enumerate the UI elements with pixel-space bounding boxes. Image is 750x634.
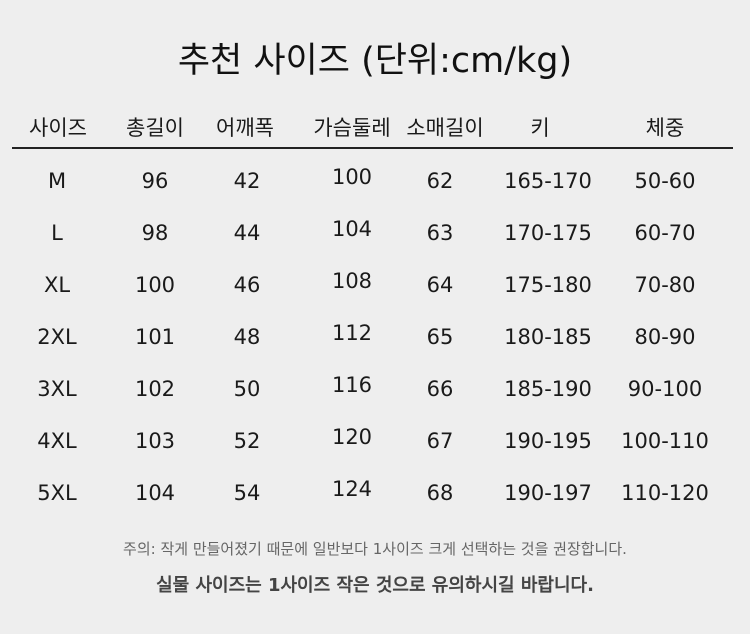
cell-total-length: 96 (141, 169, 169, 193)
header-chest: 가슴둘레 (313, 116, 391, 140)
cell-total-length: 100 (134, 273, 176, 297)
cell-height: 170-175 (504, 221, 592, 245)
cell-weight: 100-110 (621, 429, 709, 453)
table-row: XL 100 46 108 64 175-180 70-80 (0, 269, 750, 322)
cell-sleeve: 63 (426, 221, 454, 245)
cell-chest: 112 (331, 321, 373, 345)
cell-shoulder: 42 (233, 169, 261, 193)
cell-total-length: 103 (134, 429, 176, 453)
cell-size: L (51, 221, 63, 245)
cell-shoulder: 52 (233, 429, 261, 453)
cell-sleeve: 65 (426, 325, 454, 349)
cell-total-length: 102 (134, 377, 176, 401)
cell-weight: 90-100 (627, 377, 703, 401)
header-total-length: 총길이 (126, 116, 184, 140)
cell-total-length: 98 (141, 221, 169, 245)
cell-chest: 120 (331, 425, 373, 449)
cell-shoulder: 46 (233, 273, 261, 297)
cell-size: 3XL (37, 377, 77, 401)
cell-chest: 100 (331, 165, 373, 189)
cell-chest: 104 (331, 217, 373, 241)
cell-shoulder: 54 (233, 481, 261, 505)
note-actual-size: 실물 사이즈는 1사이즈 작은 것으로 유의하시길 바랍니다. (156, 575, 594, 596)
cell-size: 2XL (37, 325, 77, 349)
header-size: 사이즈 (29, 116, 87, 140)
cell-height: 180-185 (504, 325, 592, 349)
cell-weight: 50-60 (634, 169, 696, 193)
cell-size: XL (43, 273, 71, 297)
cell-height: 175-180 (504, 273, 592, 297)
cell-chest: 108 (331, 269, 373, 293)
table-row: M 96 42 100 62 165-170 50-60 (0, 165, 750, 218)
cell-height: 165-170 (504, 169, 592, 193)
table-row: L 98 44 104 63 170-175 60-70 (0, 217, 750, 270)
header-height: 키 (530, 116, 550, 140)
page-title: 추천 사이즈 (단위:cm/kg) (177, 41, 573, 81)
cell-chest: 116 (331, 373, 373, 397)
cell-weight: 70-80 (634, 273, 696, 297)
header-shoulder: 어깨폭 (216, 116, 274, 140)
note-recommendation: 주의: 작게 만들어졌기 때문에 일반보다 1사이즈 크게 선택하는 것을 권장… (123, 540, 627, 558)
cell-shoulder: 44 (233, 221, 261, 245)
cell-size: 5XL (37, 481, 77, 505)
cell-sleeve: 67 (426, 429, 454, 453)
table-row: 3XL 102 50 116 66 185-190 90-100 (0, 373, 750, 426)
cell-weight: 80-90 (634, 325, 696, 349)
cell-total-length: 101 (134, 325, 176, 349)
cell-size: 4XL (37, 429, 77, 453)
cell-height: 185-190 (504, 377, 592, 401)
table-row: 2XL 101 48 112 65 180-185 80-90 (0, 321, 750, 374)
header-weight: 체중 (645, 116, 685, 140)
header-sleeve: 소매길이 (406, 116, 484, 140)
cell-sleeve: 68 (426, 481, 454, 505)
cell-total-length: 104 (134, 481, 176, 505)
cell-sleeve: 66 (426, 377, 454, 401)
cell-weight: 110-120 (621, 481, 709, 505)
cell-sleeve: 62 (426, 169, 454, 193)
cell-height: 190-197 (504, 481, 592, 505)
cell-size: M (47, 169, 67, 193)
cell-height: 190-195 (504, 429, 592, 453)
header-divider (12, 147, 733, 149)
table-row: 5XL 104 54 124 68 190-197 110-120 (0, 477, 750, 530)
table-row: 4XL 103 52 120 67 190-195 100-110 (0, 425, 750, 478)
cell-sleeve: 64 (426, 273, 454, 297)
cell-shoulder: 48 (233, 325, 261, 349)
cell-chest: 124 (331, 477, 373, 501)
cell-shoulder: 50 (233, 377, 261, 401)
cell-weight: 60-70 (634, 221, 696, 245)
